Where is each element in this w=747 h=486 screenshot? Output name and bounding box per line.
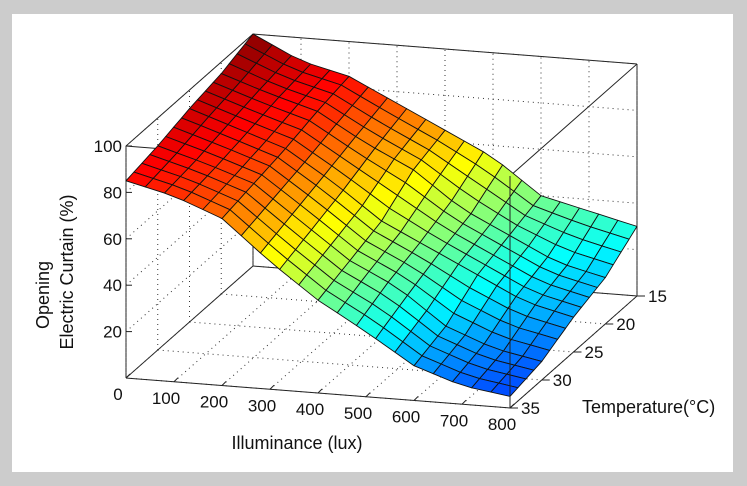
x-axis-title: Illuminance (lux): [231, 433, 362, 453]
z-axis-title-line-1: Electric Curtain (%): [57, 194, 77, 349]
x-tick-mark: [125, 373, 131, 379]
x-tick-label: 400: [296, 400, 324, 419]
x-tick-label: 600: [392, 408, 420, 427]
z-tick-label: 80: [103, 183, 122, 202]
tick-marks: [125, 145, 645, 409]
x-tick-mark: [269, 384, 275, 390]
tick-labels: 0 100 200 300 400 500 600 700 800 15 20 25 30 35 20 40 6…: [94, 137, 667, 434]
x-tick-mark: [461, 399, 467, 405]
x-tick-label: 100: [152, 389, 180, 408]
x-tick-label: 500: [344, 404, 372, 423]
x-tick-label: 200: [200, 393, 228, 412]
y-tick-label: 30: [553, 371, 572, 390]
x-tick-mark: [221, 381, 227, 386]
y-axis-title: Temperature(°C): [582, 397, 715, 417]
surface-cell: [125, 171, 154, 188]
y-tick-label: 15: [648, 287, 667, 306]
axis-titles: Illuminance (lux) Temperature(°C) Electric…: [33, 194, 715, 453]
z-tick-label: 40: [103, 276, 122, 295]
x-tick-mark: [173, 377, 179, 383]
x-tick-label: 0: [113, 385, 122, 404]
box-top-right-edge: [509, 63, 638, 177]
z-tick-label: 60: [103, 230, 122, 249]
x-tick-mark: [317, 388, 323, 394]
surface-mesh: [125, 33, 638, 397]
y-tick-label: 25: [585, 343, 604, 362]
y-tick-label: 20: [616, 315, 635, 334]
x-tick-label: 800: [488, 415, 516, 434]
z-tick-label: 20: [103, 323, 122, 342]
x-tick-label: 300: [248, 396, 276, 415]
y-tick-label: 35: [521, 399, 540, 418]
x-tick-mark: [509, 403, 515, 409]
z-axis-title-line-2: Opening: [33, 261, 53, 329]
x-tick-mark: [413, 396, 419, 401]
z-tick-label: 100: [94, 137, 122, 156]
x-tick-mark: [365, 392, 371, 398]
x-tick-label: 700: [440, 411, 468, 430]
